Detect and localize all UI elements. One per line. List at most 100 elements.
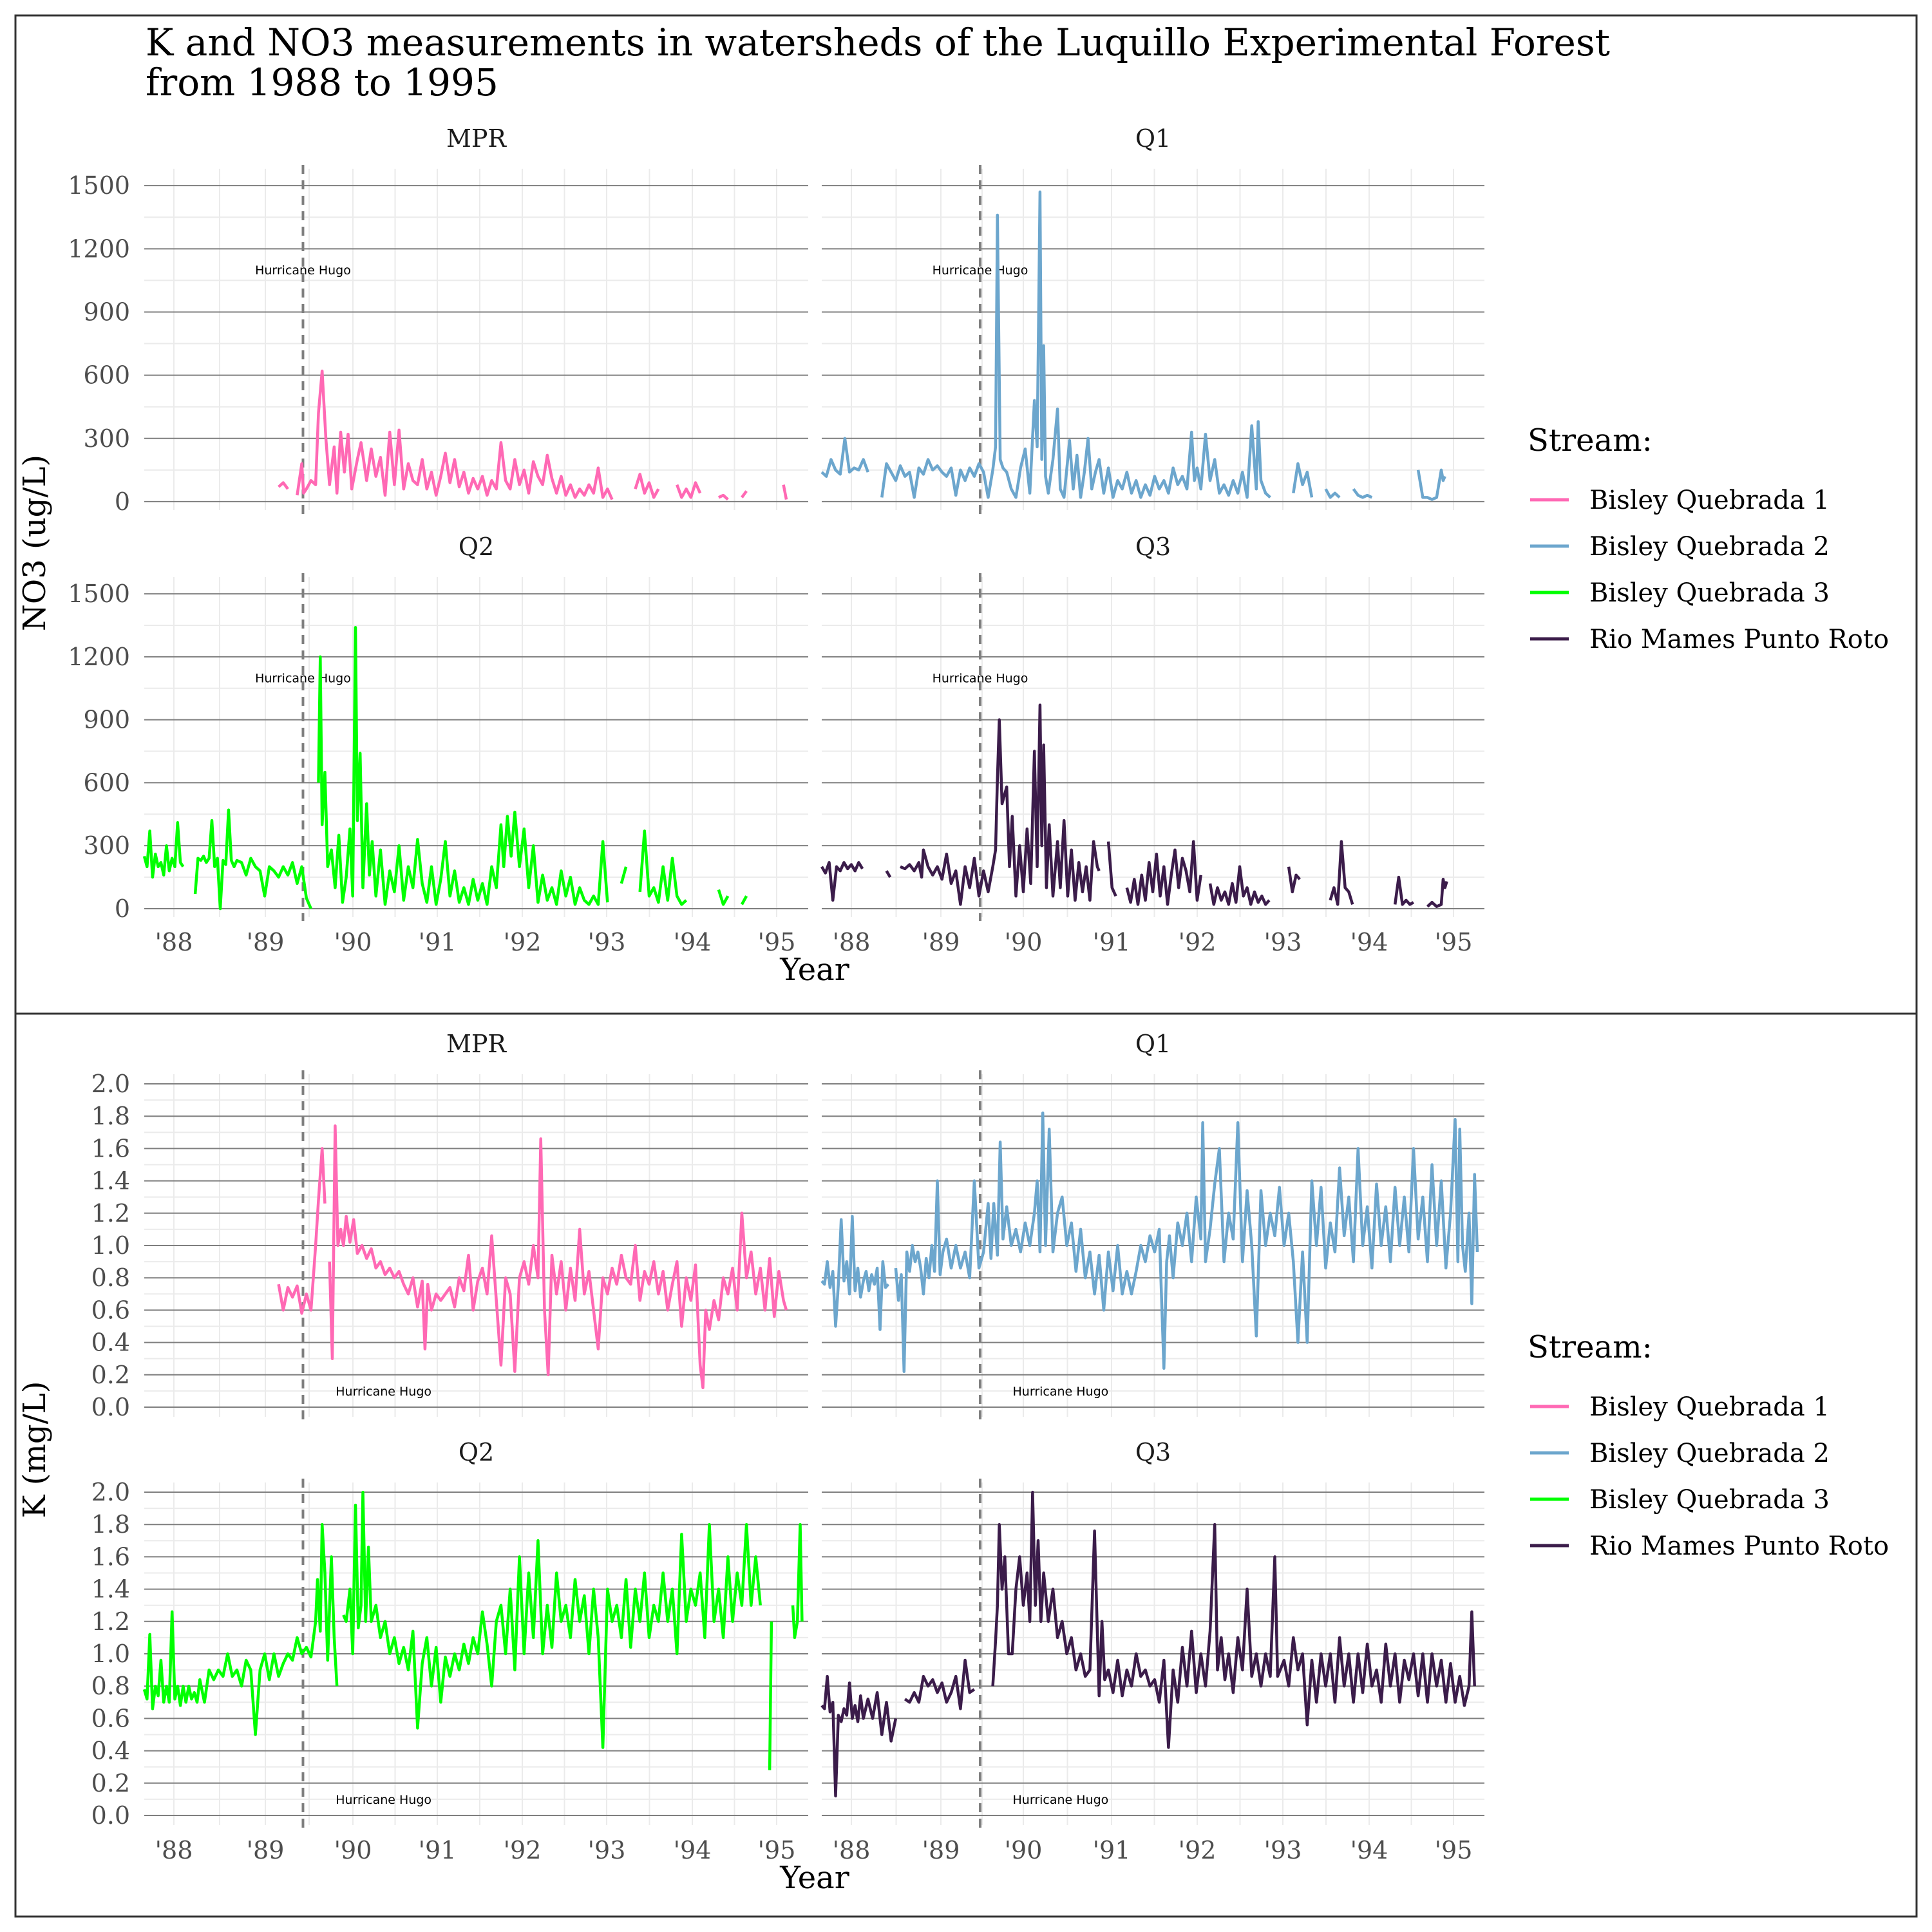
y-tick-label: 1500 [68, 171, 130, 200]
panel-q1: Hurricane Hugo Q1 [820, 1030, 1484, 1421]
y-tick-label: 1.2 [91, 1607, 130, 1636]
y-tick-label: 1.6 [91, 1134, 130, 1162]
series-line-bisley-quebrada-2 [820, 1111, 1479, 1373]
chart-title: K and NO3 measurements in watersheds of … [146, 21, 1610, 64]
panel-q2: Hurricane Hugo Q2 0.0 0.2 0.4 0.6 0.8 1.0 1.2 1.4… [91, 1438, 808, 1864]
y-tick-label: 0.0 [91, 1801, 130, 1830]
panel-strip-label: Q1 [1135, 124, 1171, 153]
x-tick-label: '95 [758, 1836, 796, 1864]
y-tick-label: 1.0 [91, 1640, 130, 1668]
y-tick-label: 0.6 [91, 1296, 130, 1324]
x-tick-label: '92 [1179, 1836, 1217, 1864]
k-plot: Hurricane Hugo MPR 0.0 0.2 0.4 0.6 0.8 1.0 1.2 1.… [17, 1030, 1889, 1896]
legend-item-label: Bisley Quebrada 1 [1589, 1392, 1830, 1422]
no3-plot: K and NO3 measurements in watersheds of … [17, 21, 1889, 988]
x-tick-label: '94 [1350, 1836, 1388, 1864]
y-tick-label: 300 [83, 424, 130, 453]
y-tick-label: 2.0 [91, 1070, 130, 1098]
x-tick-label: '94 [674, 1836, 712, 1864]
x-tick-label: '91 [419, 928, 457, 956]
y-tick-label: 0.4 [91, 1329, 130, 1357]
x-tick-label: '92 [504, 1836, 542, 1864]
panel-strip-label: Q3 [1135, 533, 1171, 561]
series-line-rio-mames-punto-roto [820, 703, 1448, 908]
panel-mpr: Hurricane Hugo MPR 0.0 0.2 0.4 0.6 0.8 1.0 1.2 1.… [91, 1030, 808, 1421]
panel-q2: Hurricane Hugo Q2 0 300 600 900 1200 1500 '88 '89… [68, 533, 808, 956]
y-tick-label: 0.2 [91, 1769, 130, 1797]
y-tick-label: 0.0 [91, 1393, 130, 1421]
y-tick-label: 1.0 [91, 1231, 130, 1260]
legend-item-label: Bisley Quebrada 2 [1589, 532, 1830, 562]
panel-mpr: Hurricane Hugo MPR 0 300 600 900 1200 1500 [68, 124, 808, 516]
panel-q3: Hurricane Hugo Q3 '88 '89 '90 '91 '92 '93 '94 '95 [820, 533, 1484, 956]
legend-title: Stream: [1528, 422, 1653, 459]
hurricane-hugo-label: Hurricane Hugo [255, 671, 351, 685]
x-tick-label: '92 [504, 928, 542, 956]
y-tick-label: 900 [83, 298, 130, 326]
x-tick-label: '94 [1350, 928, 1388, 956]
x-tick-label: '95 [1435, 928, 1473, 956]
panel-q3: Hurricane Hugo Q3 '88 '89 '90 '91 '92 '93 '94 '95 [820, 1438, 1484, 1864]
x-tick-label: '92 [1179, 928, 1217, 956]
legend-item-label: Bisley Quebrada 3 [1589, 1485, 1830, 1515]
x-axis-label: Year [779, 1860, 849, 1896]
x-tick-label: '90 [334, 928, 372, 956]
x-tick-label: '89 [922, 1836, 960, 1864]
y-tick-label: 900 [83, 706, 130, 734]
x-tick-label: '88 [833, 928, 871, 956]
y-tick-label: 1200 [68, 234, 130, 263]
y-tick-label: 0 [115, 488, 130, 516]
legend-title: Stream: [1528, 1329, 1653, 1365]
hurricane-hugo-label: Hurricane Hugo [255, 263, 351, 278]
y-tick-label: 0.4 [91, 1737, 130, 1765]
hurricane-hugo-label: Hurricane Hugo [1013, 1385, 1109, 1399]
y-tick-label: 1.2 [91, 1199, 130, 1227]
y-axis-label: K (mg/L) [17, 1381, 53, 1519]
y-tick-label: 600 [83, 768, 130, 797]
x-tick-label: '89 [247, 1836, 285, 1864]
bottom-plot-border [14, 1012, 1918, 1918]
y-tick-label: 2.0 [91, 1478, 130, 1506]
series-line-bisley-quebrada-2 [820, 190, 1446, 501]
panel-strip-label: MPR [446, 1030, 507, 1058]
panel-q1: Hurricane Hugo Q1 [820, 124, 1484, 514]
x-tick-label: '91 [419, 1836, 457, 1864]
x-tick-label: '88 [833, 1836, 871, 1864]
y-tick-label: 0.8 [91, 1264, 130, 1292]
legend: Stream: Bisley Quebrada 1 Bisley Quebrada … [1528, 1329, 1889, 1561]
hurricane-hugo-label: Hurricane Hugo [336, 1385, 431, 1399]
x-tick-label: '93 [1264, 1836, 1302, 1864]
x-tick-label: '93 [588, 928, 626, 956]
legend-item-label: Rio Mames Punto Roto [1589, 1531, 1889, 1561]
chart-layer: K and NO3 measurements in watersheds of … [17, 21, 1889, 1896]
legend-item-label: Bisley Quebrada 1 [1589, 486, 1830, 515]
x-tick-label: '94 [674, 928, 712, 956]
panel-strip-label: Q2 [459, 533, 494, 561]
y-tick-label: 600 [83, 361, 130, 390]
panel-strip-label: MPR [446, 124, 507, 153]
x-tick-label: '89 [247, 928, 285, 956]
x-tick-label: '90 [1005, 928, 1043, 956]
legend-item-label: Bisley Quebrada 2 [1589, 1439, 1830, 1468]
y-tick-label: 1500 [68, 580, 130, 608]
x-tick-label: '88 [155, 1836, 193, 1864]
series-line-bisley-quebrada-1 [278, 369, 788, 501]
panel-strip-label: Q1 [1135, 1030, 1171, 1058]
panel-strip-label: Q3 [1135, 1438, 1171, 1466]
y-tick-label: 1.6 [91, 1542, 130, 1571]
legend: Stream: Bisley Quebrada 1 Bisley Quebrada … [1528, 422, 1889, 654]
series-line-bisley-quebrada-1 [277, 1124, 788, 1390]
hurricane-hugo-label: Hurricane Hugo [1013, 1793, 1109, 1807]
x-tick-label: '91 [1093, 928, 1131, 956]
x-tick-label: '95 [1435, 1836, 1473, 1864]
x-axis-label: Year [779, 952, 849, 988]
series-line-bisley-quebrada-3 [142, 625, 748, 911]
hurricane-hugo-label: Hurricane Hugo [933, 263, 1028, 278]
series-line-rio-mames-punto-roto [820, 1490, 1476, 1798]
x-tick-label: '90 [1005, 1836, 1043, 1864]
y-tick-label: 0.6 [91, 1704, 130, 1732]
y-tick-label: 1.4 [91, 1167, 130, 1195]
x-tick-label: '90 [334, 1836, 372, 1864]
